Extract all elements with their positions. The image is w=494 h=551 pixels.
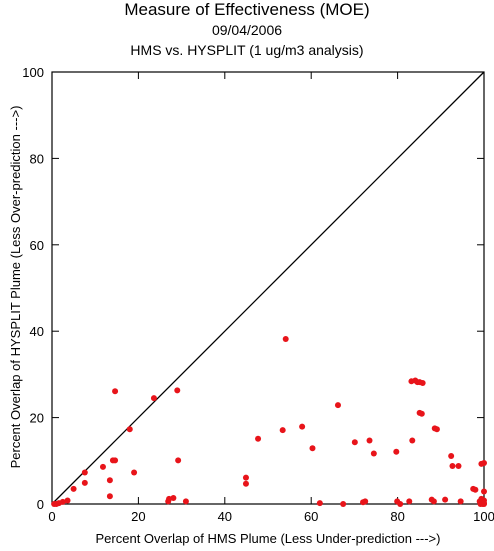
y-tick-label: 80 <box>30 151 44 166</box>
data-point <box>174 387 181 394</box>
data-point <box>150 395 157 402</box>
plot-frame <box>51 71 485 505</box>
data-point <box>457 498 464 505</box>
data-point <box>182 498 189 505</box>
data-point <box>242 480 249 487</box>
x-tick-label: 100 <box>473 509 494 524</box>
data-point <box>448 453 455 460</box>
data-point <box>106 477 113 484</box>
data-point <box>99 463 106 470</box>
data-point <box>455 462 462 469</box>
data-point <box>433 426 440 433</box>
data-point <box>481 501 487 507</box>
data-point <box>340 501 347 507</box>
data-point <box>81 469 88 476</box>
x-tick-label: 60 <box>304 509 318 524</box>
data-point <box>334 402 341 409</box>
data-point <box>59 498 66 505</box>
chart-date: 09/04/2006 <box>211 22 283 38</box>
data-point <box>64 497 71 504</box>
data-point <box>481 488 487 495</box>
data-point <box>170 494 177 501</box>
y-tick-label: 100 <box>22 65 44 80</box>
x-tick-label: 40 <box>218 509 232 524</box>
data-point <box>430 498 437 505</box>
data-point <box>370 450 377 457</box>
data-point <box>175 457 182 464</box>
x-axis-label: Percent Overlap of HMS Plume (Less Under… <box>95 531 441 546</box>
data-point <box>112 388 119 395</box>
data-point <box>449 462 456 469</box>
chart-subtitle: HMS vs. HYSPLIT (1 ug/m3 analysis) <box>130 42 364 58</box>
data-point <box>81 479 88 486</box>
data-point <box>419 380 426 387</box>
data-point <box>126 426 133 433</box>
data-point <box>282 335 289 342</box>
data-point <box>362 498 369 505</box>
y-axis-label: Percent Overlap of HYSPLIT Plume (Less O… <box>8 105 23 469</box>
y-tick-label: 0 <box>37 497 44 512</box>
y-tick-label: 40 <box>30 324 44 339</box>
data-point <box>112 457 119 464</box>
data-point <box>131 469 138 476</box>
x-tick-label: 0 <box>48 509 55 524</box>
data-point <box>309 445 316 452</box>
data-point <box>106 493 113 500</box>
y-tick-label: 20 <box>30 411 44 426</box>
data-point <box>418 410 425 417</box>
data-point <box>406 498 413 505</box>
data-point <box>242 474 249 481</box>
data-point <box>351 439 358 446</box>
data-point <box>393 448 400 455</box>
data-point <box>255 435 262 442</box>
data-point <box>299 423 306 430</box>
data-point <box>279 427 286 434</box>
chart-title: Measure of Effectiveness (MOE) <box>124 0 370 19</box>
data-point <box>442 496 449 503</box>
data-point <box>366 437 373 444</box>
data-point <box>409 437 416 444</box>
data-point <box>472 486 479 493</box>
data-point <box>481 459 487 466</box>
y-tick-label: 60 <box>30 238 44 253</box>
data-point <box>397 501 404 507</box>
one-to-one-line <box>51 71 485 505</box>
data-point <box>70 485 77 492</box>
data-point <box>316 500 323 507</box>
x-tick-label: 80 <box>390 509 404 524</box>
x-tick-label: 20 <box>131 509 145 524</box>
